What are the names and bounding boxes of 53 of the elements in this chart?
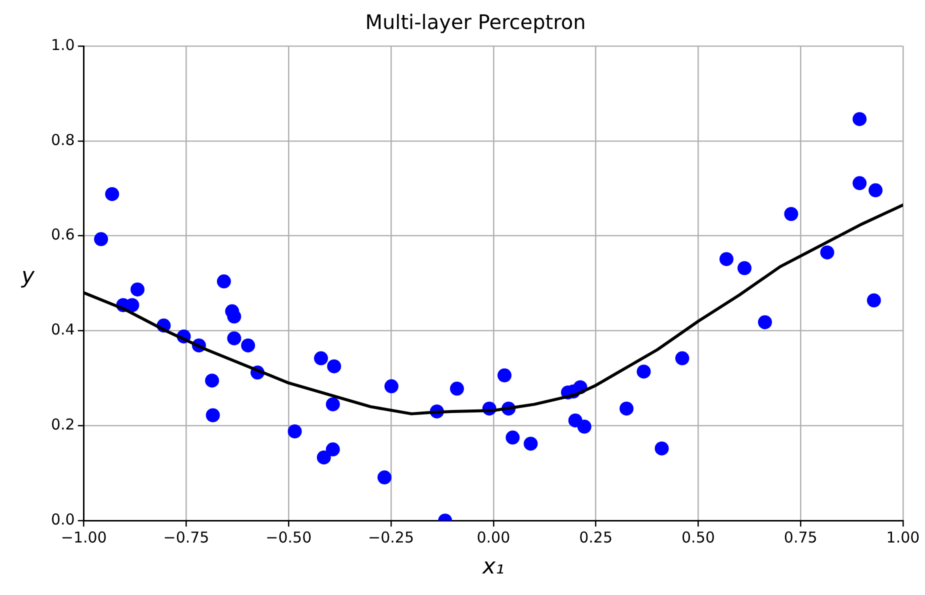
point xyxy=(497,368,512,382)
x-axis-title: x₁ xyxy=(482,554,504,580)
point xyxy=(94,232,108,246)
x-tick-label: 0.00 xyxy=(476,528,510,546)
point xyxy=(852,176,867,190)
point xyxy=(105,187,120,202)
y-tick-label: 0.8 xyxy=(50,130,75,149)
point xyxy=(241,338,256,352)
point xyxy=(636,364,651,379)
point xyxy=(675,351,690,366)
y-tick-label: 0.2 xyxy=(50,416,75,434)
x-tick-label: −1.00 xyxy=(60,528,107,546)
point xyxy=(206,408,220,422)
point xyxy=(866,293,881,308)
x-tick-label: −0.50 xyxy=(266,528,312,546)
y-tick-label: 1.0 xyxy=(50,36,75,54)
point xyxy=(377,470,392,484)
point xyxy=(524,436,538,451)
point xyxy=(737,261,752,276)
y-tick-label: 0.6 xyxy=(50,226,75,244)
point xyxy=(327,359,342,374)
point xyxy=(577,420,592,434)
point xyxy=(654,441,669,456)
point xyxy=(326,442,340,456)
point xyxy=(326,397,340,412)
point xyxy=(820,245,834,260)
point xyxy=(227,310,242,324)
x-tick-label: −0.25 xyxy=(368,528,414,546)
point xyxy=(719,252,734,266)
point xyxy=(620,402,634,416)
point xyxy=(130,282,145,296)
point xyxy=(758,315,772,330)
x-tick-label: 1.00 xyxy=(886,528,920,546)
point xyxy=(450,382,464,396)
point xyxy=(852,112,867,126)
y-tick-label: 0.0 xyxy=(50,510,75,528)
point xyxy=(314,351,328,366)
point xyxy=(868,183,883,198)
chart-title: Multi-layer Perceptron xyxy=(365,10,586,34)
point xyxy=(506,430,520,445)
point xyxy=(316,450,331,464)
point xyxy=(227,331,242,346)
y-axis-title: y xyxy=(20,264,36,290)
point xyxy=(216,274,231,288)
point xyxy=(784,207,798,222)
x-tick-label: −0.75 xyxy=(163,528,210,546)
point xyxy=(288,424,302,438)
point xyxy=(384,379,398,394)
x-tick-label: 0.50 xyxy=(682,528,715,546)
x-tick-label: 0.25 xyxy=(579,528,613,546)
y-tick-label: 0.4 xyxy=(50,320,75,339)
x-tick-label: 0.75 xyxy=(784,528,818,546)
point xyxy=(205,374,220,388)
